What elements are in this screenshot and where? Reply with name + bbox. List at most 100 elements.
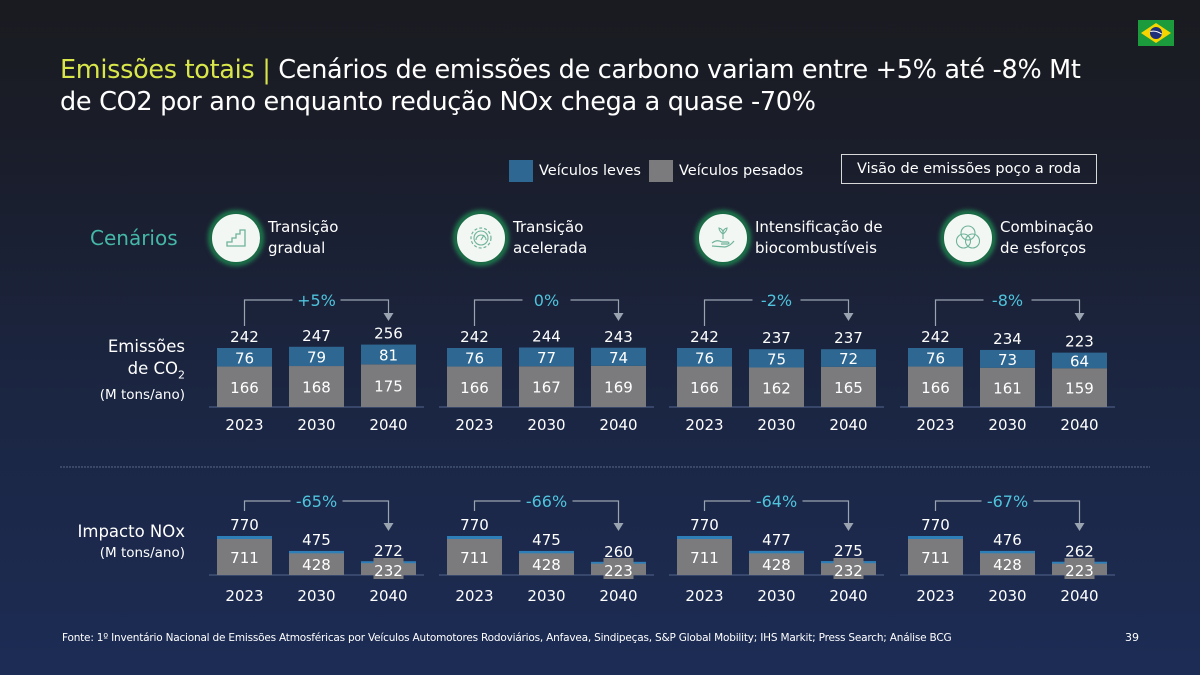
- nox-bar-heavy: [980, 553, 1035, 575]
- co2-heavy-label: 166: [690, 379, 719, 397]
- co2-year-label: 2030: [297, 416, 335, 434]
- nox-total-label: 275: [834, 542, 863, 560]
- nox-change-bracket-right: [1033, 500, 1081, 524]
- nox-change-bracket-left: [243, 500, 291, 511]
- nox-change-bracket-right: [572, 500, 620, 524]
- nox-bar-light: [361, 561, 416, 575]
- scenario-accelerated-line2: acelerada: [513, 239, 588, 257]
- nox-heavy-label: 711: [921, 549, 950, 567]
- page-number: 39: [1125, 631, 1139, 644]
- legend-label-heavy: Veículos pesados: [678, 163, 804, 179]
- title-line1: Cenários de emissões de carbono variam e…: [278, 55, 1081, 85]
- co2-light-label: 72: [839, 350, 858, 368]
- co2-heavy-label: 167: [532, 379, 561, 397]
- scenario-gradual-line2: gradual: [268, 239, 326, 257]
- nox-year-label: 2030: [527, 587, 565, 605]
- co2-bar-light: [519, 347, 574, 367]
- nox-bar-light: [591, 561, 646, 575]
- nox-bar-light: [980, 550, 1035, 575]
- nox-total-label: 476: [993, 531, 1022, 549]
- co2-heavy-label: 166: [230, 379, 259, 397]
- co2-year-label: 2030: [527, 416, 565, 434]
- co2-change-bracket-right: [570, 299, 620, 314]
- nox-total-label: 475: [302, 531, 331, 549]
- nox-change-arrowhead: [613, 523, 624, 531]
- co2-change-bracket-left: [934, 299, 984, 326]
- co2-change-bracket-left: [703, 299, 753, 326]
- co2-bar-heavy: [908, 366, 963, 407]
- co2-heavy-label: 175: [374, 378, 403, 396]
- co2-heavy-label: 165: [834, 379, 863, 397]
- co2-change-bracket-right: [340, 299, 390, 314]
- nox-year-label: 2030: [297, 587, 335, 605]
- co2-bar-light: [217, 348, 272, 367]
- co2-bar-heavy: [821, 366, 876, 407]
- nox-heavy-label: 428: [532, 556, 561, 574]
- co2-change-arrowhead: [843, 313, 854, 321]
- co2-total-label: 242: [690, 328, 719, 346]
- gear-gauge-icon: [455, 212, 507, 264]
- co2-year-label: 2023: [455, 416, 493, 434]
- co2-bar-heavy: [980, 367, 1035, 407]
- legend-swatch-light: [509, 160, 533, 182]
- nox-change-bracket-right: [802, 500, 850, 524]
- nox-year-label: 2040: [829, 587, 867, 605]
- nox-heavy-label: 428: [993, 556, 1022, 574]
- nox-bar-heavy: [361, 563, 416, 575]
- co2-bar-light: [1052, 352, 1107, 369]
- well-to-wheel-view-button[interactable]: Visão de emissões poço a roda: [841, 154, 1097, 184]
- co2-change-label: -8%: [992, 291, 1023, 310]
- brazil-flag-icon: [1138, 20, 1174, 46]
- nox-heavy-label: 223: [604, 562, 633, 580]
- nox-bar-heavy: [821, 563, 876, 575]
- nox-heavy-label-box: [373, 558, 404, 579]
- co2-label-sub: 2: [178, 368, 185, 382]
- co2-change-bracket-right: [800, 299, 850, 314]
- nox-total-label: 260: [604, 543, 633, 561]
- scenario-combination-line1: Combinação: [1000, 218, 1094, 236]
- nox-bar-heavy: [289, 553, 344, 575]
- co2-year-label: 2030: [988, 416, 1026, 434]
- co2-year-label: 2023: [916, 416, 954, 434]
- nox-heavy-label-box: [603, 558, 634, 579]
- nox-year-label: 2023: [685, 587, 723, 605]
- nox-heavy-label: 428: [302, 556, 331, 574]
- scenario-combination-line2: de esforços: [1000, 239, 1087, 257]
- nox-year-label: 2023: [916, 587, 954, 605]
- scenario-gradual: Transição gradual: [210, 212, 338, 264]
- nox-total-label: 272: [374, 542, 403, 560]
- co2-light-label: 76: [235, 349, 254, 367]
- nox-heavy-label: 428: [762, 556, 791, 574]
- co2-bar-heavy: [361, 364, 416, 407]
- nox-bar-heavy: [677, 538, 732, 575]
- co2-bar-heavy: [519, 366, 574, 407]
- scenario-biofuels-line2: biocombustíveis: [755, 239, 877, 257]
- nox-change-label: -67%: [987, 492, 1028, 511]
- co2-change-bracket-left: [243, 299, 293, 326]
- co2-light-label: 79: [307, 348, 326, 366]
- nox-label-line1: Impacto NOx: [77, 522, 186, 541]
- scenario-accelerated-line1: Transição: [513, 218, 584, 236]
- co2-year-label: 2040: [1060, 416, 1098, 434]
- co2-light-label: 64: [1070, 352, 1089, 370]
- co2-total-label: 256: [374, 325, 403, 343]
- co2-light-label: 81: [379, 346, 398, 364]
- nox-heavy-label: 232: [834, 562, 863, 580]
- nox-label-unit: (M tons/ano): [99, 545, 185, 561]
- nox-change-bracket-left: [703, 500, 751, 511]
- legend-swatch-heavy: [648, 160, 673, 182]
- hand-sprout-icon: [697, 212, 749, 264]
- nox-bar-light: [289, 550, 344, 575]
- nox-bar-heavy: [447, 538, 502, 575]
- co2-heavy-label: 166: [921, 379, 950, 397]
- nox-change-bracket-left: [934, 500, 982, 511]
- nox-total-label: 770: [921, 516, 950, 534]
- co2-total-label: 237: [834, 329, 863, 347]
- nox-total-label: 477: [762, 531, 791, 549]
- co2-label-unit: (M tons/ano): [99, 387, 185, 404]
- co2-heavy-label: 169: [604, 378, 633, 396]
- co2-change-bracket-right: [1031, 299, 1081, 314]
- co2-change-arrowhead: [613, 313, 624, 321]
- nox-total-label: 475: [532, 531, 561, 549]
- co2-total-label: 242: [921, 328, 950, 346]
